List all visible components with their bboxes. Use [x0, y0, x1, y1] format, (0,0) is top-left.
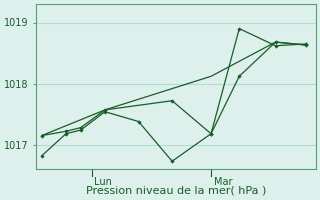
X-axis label: Pression niveau de la mer( hPa ): Pression niveau de la mer( hPa ): [86, 186, 266, 196]
Text: Lun: Lun: [94, 177, 112, 187]
Text: Mar: Mar: [214, 177, 232, 187]
